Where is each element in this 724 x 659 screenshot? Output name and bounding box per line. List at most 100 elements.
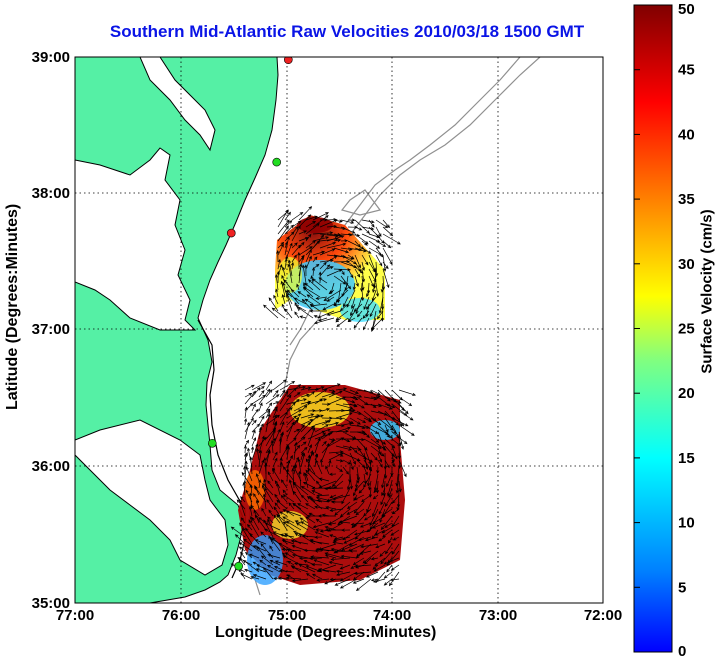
velocity-arrow [298, 206, 313, 221]
velocity-arrow [304, 282, 314, 291]
velocity-arrow [265, 413, 271, 433]
velocity-arrow [354, 275, 359, 288]
velocity-arrow [277, 258, 281, 270]
velocity-arrow [335, 459, 344, 463]
velocity-arrow [361, 219, 375, 224]
velocity-arrow [325, 528, 344, 532]
velocity-arrow [297, 291, 307, 298]
velocity-arrow [398, 480, 402, 493]
velocity-arrow [324, 487, 344, 491]
velocity-arrow [335, 569, 344, 574]
velocity-arrow [359, 550, 372, 555]
velocity-arrow [249, 483, 253, 496]
velocity-arrow [258, 415, 265, 426]
velocity-arrow [376, 310, 384, 320]
velocity-arrow [267, 480, 274, 489]
velocity-arrow [366, 289, 370, 298]
velocity-arrow [279, 390, 289, 405]
velocity-arrow [338, 520, 351, 524]
velocity-arrow [384, 494, 393, 507]
velocity-arrow [290, 289, 300, 298]
velocity-arrow [335, 466, 343, 473]
velocity-arrow [336, 571, 351, 577]
velocity-arrow [314, 424, 330, 433]
velocity-arrow [312, 215, 329, 228]
velocity-arrow [356, 417, 367, 423]
x-tick-label: 74:00 [373, 607, 411, 624]
velocity-arrow [377, 389, 391, 402]
velocity-arrow [300, 386, 312, 391]
velocity-arrow [377, 452, 383, 463]
velocity-arrow [314, 398, 323, 405]
velocity-arrow [397, 445, 402, 460]
velocity-arrow [335, 412, 353, 419]
velocity-arrow [305, 565, 323, 573]
colorbar-tick-label: 20 [678, 385, 695, 402]
velocity-arrow [309, 539, 330, 545]
velocity-arrow [326, 269, 343, 277]
velocity-arrow [398, 424, 415, 436]
velocity-arrow [368, 240, 381, 249]
velocity-arrow [349, 417, 361, 425]
velocity-arrow [346, 508, 358, 515]
velocity-arrow [278, 542, 295, 552]
velocity-arrow [291, 225, 301, 242]
velocity-arrow [384, 431, 391, 438]
velocity-arrow [324, 526, 337, 531]
velocity-arrow [329, 577, 344, 581]
velocity-arrow [305, 215, 318, 221]
velocity-arrow [264, 462, 268, 482]
velocity-arrow [318, 477, 330, 482]
velocity-arrow [265, 414, 281, 426]
velocity-arrow [244, 439, 250, 447]
velocity-arrow [340, 275, 352, 290]
velocity-arrow [314, 409, 323, 413]
velocity-arrow [355, 508, 365, 516]
velocity-arrow [274, 560, 288, 566]
velocity-arrow [290, 261, 295, 270]
velocity-arrow [318, 317, 328, 322]
station-marker [207, 438, 217, 448]
velocity-arrow [243, 418, 248, 426]
velocity-arrow [303, 548, 316, 552]
y-tick-label: 35:00 [32, 595, 70, 612]
velocity-arrow [354, 268, 361, 278]
velocity-arrow [284, 211, 291, 221]
velocity-arrow [241, 527, 253, 545]
velocity-arrow [368, 268, 377, 283]
velocity-arrow [265, 389, 273, 398]
velocity-arrow [382, 268, 390, 289]
velocity-arrow [383, 571, 393, 579]
y-tick-label: 37:00 [32, 321, 70, 338]
velocity-arrow [286, 415, 297, 426]
velocity-arrow [353, 303, 363, 312]
velocity-arrow [250, 446, 255, 454]
velocity-arrow [375, 254, 383, 267]
velocity-arrow [332, 494, 351, 501]
velocity-vectors [230, 206, 416, 591]
velocity-arrow [353, 571, 372, 575]
velocity-arrow [326, 310, 342, 316]
colorbar-tick-label: 15 [678, 450, 695, 467]
velocity-arrow [258, 388, 271, 405]
colorbar-tick-label: 45 [678, 62, 695, 79]
velocity-arrow [349, 396, 359, 401]
velocity-arrow [317, 568, 337, 573]
velocity-arrow [349, 459, 354, 471]
velocity-arrow [360, 282, 364, 292]
velocity-arrow [321, 420, 332, 426]
velocity-arrow [295, 522, 309, 531]
velocity-arrow [347, 317, 356, 323]
velocity-arrow [273, 577, 281, 581]
velocity-arrow [248, 553, 260, 559]
velocity-arrow [363, 317, 370, 331]
velocity-arrow [262, 567, 274, 580]
velocity-arrow [300, 521, 316, 531]
velocity-arrow [287, 259, 293, 277]
velocity-arrow [328, 459, 332, 468]
velocity-arrow [306, 294, 321, 305]
velocity-arrow [251, 419, 257, 426]
velocity-arrow [358, 487, 365, 494]
velocity-arrow [286, 421, 295, 440]
velocity-arrow [313, 559, 330, 566]
